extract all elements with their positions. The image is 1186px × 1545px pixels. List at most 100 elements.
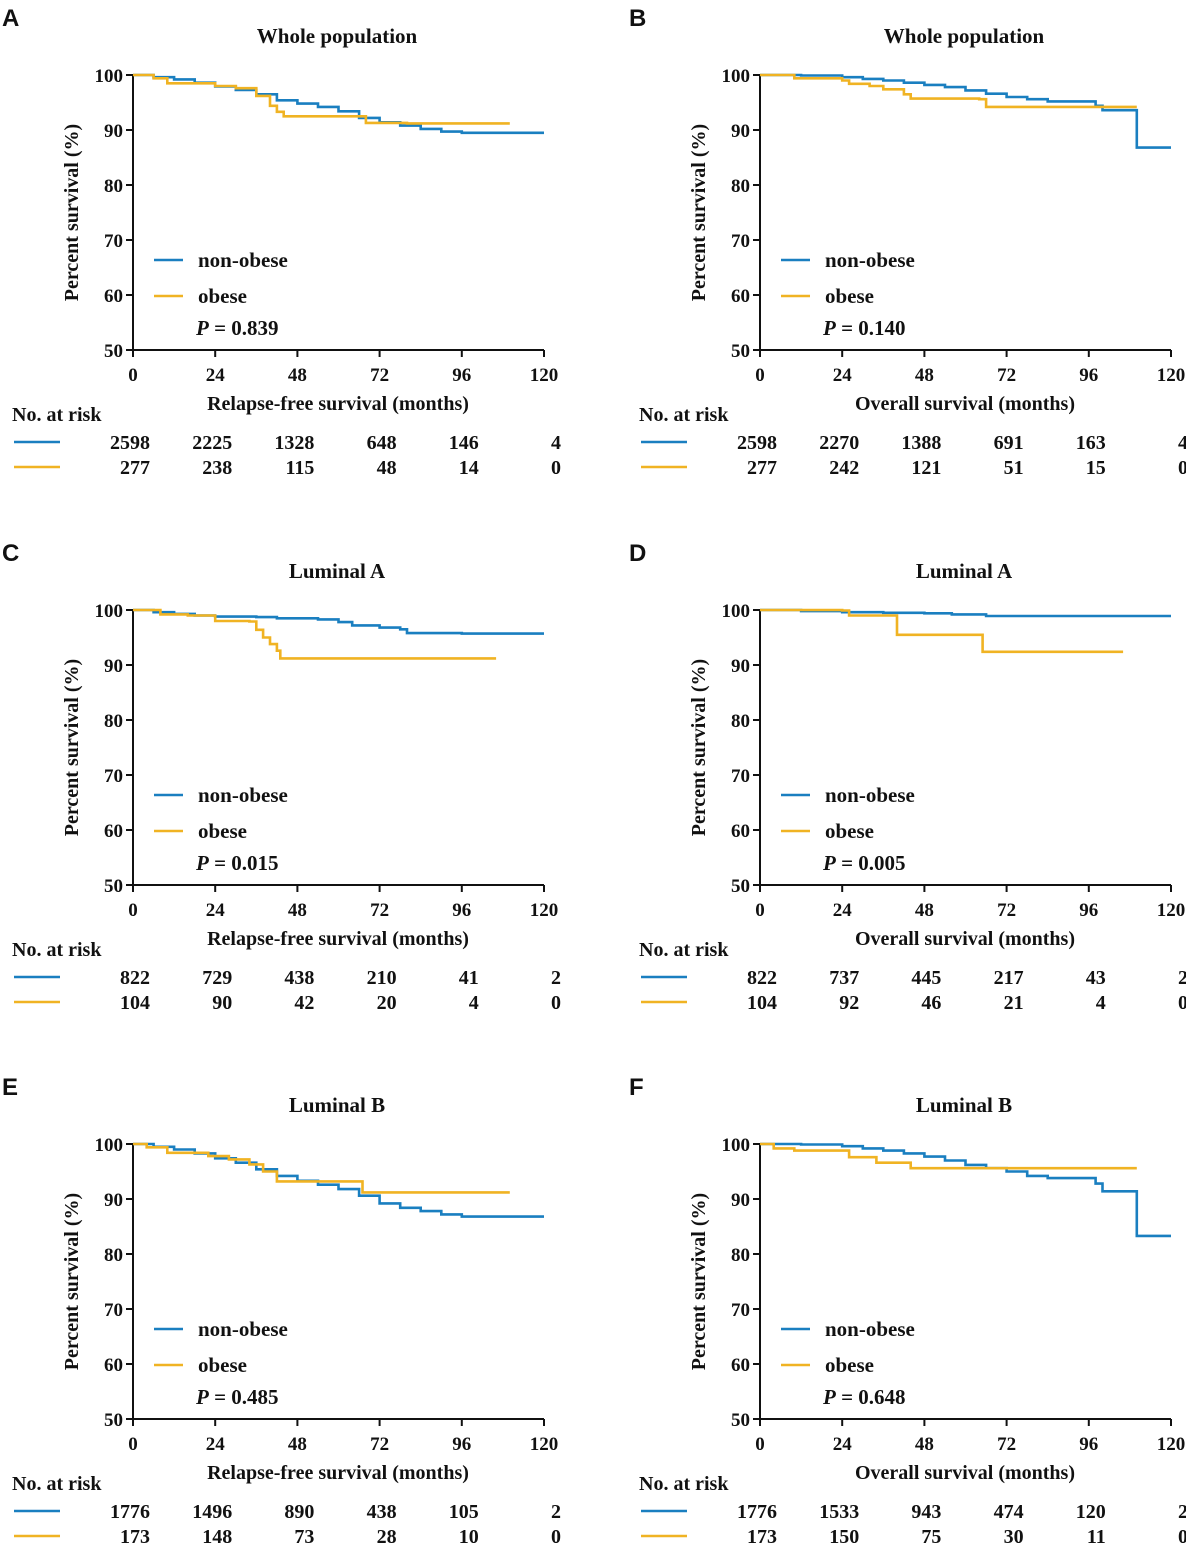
y-tick-label: 80 [731, 711, 750, 732]
x-axis-label: Overall survival (months) [855, 393, 1075, 415]
risk-count-non-obese: 163 [1076, 432, 1106, 454]
risk-count-non-obese: 1776 [737, 1501, 777, 1523]
risk-count-obese: 0 [1178, 1526, 1186, 1545]
risk-count-non-obese: 438 [367, 1501, 397, 1523]
y-tick-label: 100 [95, 601, 124, 622]
x-tick-label: 72 [997, 900, 1016, 921]
risk-count-obese: 0 [1178, 992, 1186, 1014]
risk-count-obese: 121 [911, 457, 941, 479]
y-tick-label: 50 [104, 341, 123, 362]
risk-count-obese: 148 [202, 1526, 232, 1545]
panel-letter: B [629, 5, 646, 32]
chart-title: Luminal B [916, 1093, 1012, 1117]
risk-count-non-obese: 737 [829, 967, 859, 989]
y-tick-label: 50 [104, 876, 123, 897]
risk-count-non-obese: 210 [367, 967, 397, 989]
risk-count-obese: 48 [377, 457, 397, 479]
x-tick-label: 48 [288, 900, 307, 921]
risk-count-obese: 173 [120, 1526, 150, 1545]
x-tick-label: 24 [833, 900, 853, 921]
x-tick-label: 120 [1157, 365, 1186, 386]
x-tick-label: 120 [530, 365, 559, 386]
risk-count-obese: 0 [551, 992, 561, 1014]
x-tick-label: 96 [1079, 900, 1098, 921]
p-value: P = 0.140 [822, 316, 906, 340]
risk-count-non-obese: 648 [367, 432, 397, 454]
risk-count-obese: 277 [747, 457, 777, 479]
risk-count-non-obese: 105 [449, 1501, 479, 1523]
legend-label-obese: obese [198, 1353, 247, 1377]
y-tick-label: 50 [104, 1410, 123, 1431]
risk-count-obese: 238 [202, 457, 232, 479]
risk-count-non-obese: 2225 [192, 432, 232, 454]
risk-count-non-obese: 1776 [110, 1501, 150, 1523]
risk-count-non-obese: 822 [747, 967, 777, 989]
risk-count-obese: 15 [1086, 457, 1106, 479]
y-tick-label: 60 [731, 1355, 750, 1376]
panel-letter: D [629, 540, 646, 567]
x-tick-label: 96 [452, 900, 471, 921]
y-axis-label: Percent survival (%) [61, 124, 83, 301]
risk-count-obese: 0 [551, 1526, 561, 1545]
x-tick-label: 72 [370, 1434, 389, 1455]
risk-count-non-obese: 822 [120, 967, 150, 989]
risk-table-header: No. at risk [639, 939, 729, 961]
y-tick-label: 100 [722, 601, 751, 622]
panel-letter: E [2, 1074, 18, 1101]
risk-count-obese: 4 [1096, 992, 1106, 1014]
legend-label-obese: obese [825, 819, 874, 843]
panel-letter: C [2, 540, 19, 567]
x-axis-label: Overall survival (months) [855, 1462, 1075, 1484]
p-value: P = 0.485 [195, 1385, 279, 1409]
y-tick-label: 70 [104, 231, 123, 252]
x-axis-label: Relapse-free survival (months) [207, 1462, 469, 1484]
legend-label-obese: obese [825, 1353, 874, 1377]
km-curve-non-obese [760, 73, 1171, 149]
risk-count-obese: 115 [285, 457, 314, 479]
risk-count-obese: 28 [377, 1526, 397, 1545]
km-curve-obese [133, 608, 497, 660]
risk-count-non-obese: 120 [1076, 1501, 1106, 1523]
risk-count-obese: 4 [469, 992, 479, 1014]
legend-label-non-obese: non-obese [825, 1317, 915, 1341]
x-tick-label: 24 [833, 1434, 853, 1455]
risk-count-non-obese: 1533 [819, 1501, 859, 1523]
chart-title: Whole population [884, 24, 1045, 48]
x-axis-label: Overall survival (months) [855, 928, 1075, 950]
risk-count-non-obese: 1388 [901, 432, 941, 454]
x-tick-label: 48 [288, 1434, 307, 1455]
legend-label-obese: obese [825, 284, 874, 308]
x-tick-label: 0 [755, 365, 765, 386]
y-tick-label: 50 [731, 1410, 750, 1431]
y-tick-label: 90 [731, 656, 750, 677]
risk-count-non-obese: 4 [551, 432, 561, 454]
x-tick-label: 48 [915, 900, 934, 921]
legend-label-non-obese: non-obese [198, 1317, 288, 1341]
risk-count-obese: 46 [921, 992, 941, 1014]
y-tick-label: 70 [104, 766, 123, 787]
risk-count-non-obese: 2598 [737, 432, 777, 454]
y-tick-label: 50 [731, 341, 750, 362]
km-curve-non-obese [133, 73, 544, 135]
risk-count-obese: 42 [294, 992, 314, 1014]
chart-title: Whole population [257, 24, 418, 48]
legend-label-non-obese: non-obese [825, 783, 915, 807]
risk-count-obese: 20 [377, 992, 397, 1014]
risk-table-header: No. at risk [12, 1473, 102, 1495]
y-tick-label: 80 [731, 1245, 750, 1266]
x-tick-label: 0 [128, 1434, 138, 1455]
y-tick-label: 100 [95, 1135, 124, 1156]
y-tick-label: 60 [731, 821, 750, 842]
y-tick-label: 100 [95, 66, 124, 87]
x-tick-label: 48 [915, 365, 934, 386]
risk-count-non-obese: 2 [1178, 967, 1186, 989]
y-tick-label: 80 [104, 711, 123, 732]
km-curve-obese [760, 608, 1124, 654]
risk-count-non-obese: 146 [449, 432, 479, 454]
risk-count-obese: 242 [829, 457, 859, 479]
chart-title: Luminal B [289, 1093, 385, 1117]
risk-count-obese: 104 [120, 992, 150, 1014]
